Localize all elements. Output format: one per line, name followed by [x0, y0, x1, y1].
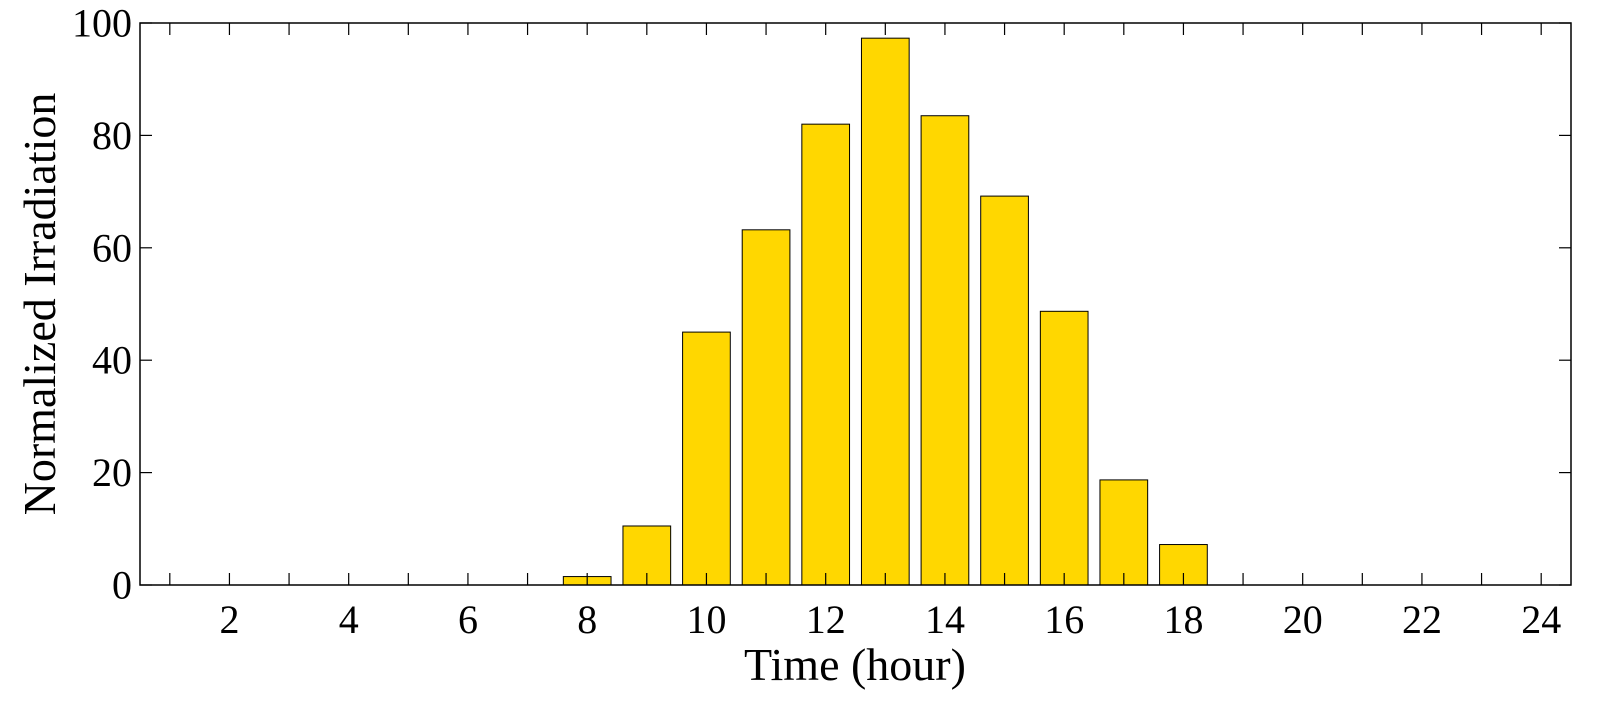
bars-layer — [562, 37, 1208, 586]
y-axis-title: Normalized Irradiation — [14, 93, 65, 516]
bar-hour-12 — [801, 123, 851, 586]
y-tick-label-0: 0 — [112, 563, 132, 608]
y-tick-label-100: 100 — [72, 1, 132, 46]
y-tick-label-80: 80 — [92, 113, 132, 158]
x-tick-label-14: 14 — [925, 597, 965, 642]
plot-frame — [139, 22, 1572, 586]
bar-hour-10 — [682, 331, 731, 586]
bar-hour-14 — [920, 115, 970, 586]
x-tick-label-16: 16 — [1044, 597, 1084, 642]
x-tick-label-12: 12 — [806, 597, 846, 642]
bar-hour-16 — [1039, 310, 1089, 586]
bar-hour-15 — [980, 195, 1029, 586]
y-tick-label-20: 20 — [92, 450, 132, 495]
x-tick-label-8: 8 — [577, 597, 597, 642]
x-tick-label-24: 24 — [1521, 597, 1561, 642]
ticks-layer — [140, 22, 1571, 586]
y-tick-label-60: 60 — [92, 225, 132, 270]
x-tick-label-2: 2 — [219, 597, 239, 642]
x-tick-label-4: 4 — [339, 597, 359, 642]
bar-hour-13 — [860, 37, 910, 586]
bar-hour-11 — [741, 229, 791, 586]
x-tick-label-22: 22 — [1402, 597, 1442, 642]
bar-hour-17 — [1099, 479, 1149, 586]
x-tick-label-20: 20 — [1283, 597, 1323, 642]
y-tick-label-40: 40 — [92, 338, 132, 383]
x-tick-label-6: 6 — [458, 597, 478, 642]
x-tick-label-10: 10 — [686, 597, 726, 642]
x-tick-label-18: 18 — [1163, 597, 1203, 642]
x-axis-title: Time (hour) — [744, 639, 966, 690]
